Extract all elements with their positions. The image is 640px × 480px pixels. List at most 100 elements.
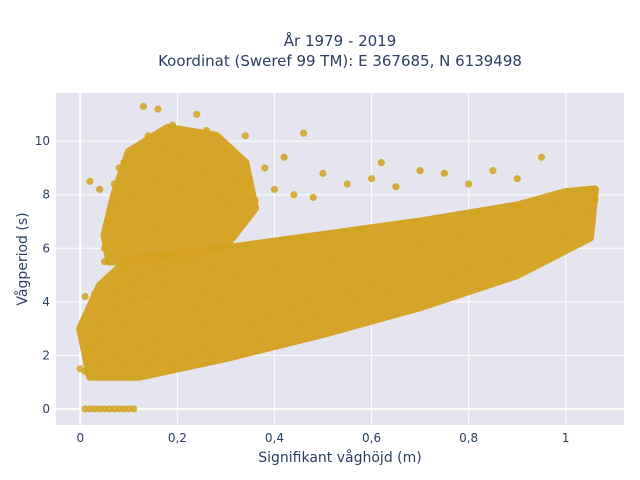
data-point: [299, 129, 308, 137]
data-point: [416, 239, 424, 247]
data-point: [207, 212, 215, 220]
data-point: [358, 225, 366, 234]
data-point: [377, 244, 385, 252]
y-tick-label: 10: [35, 134, 50, 148]
data-point: [285, 303, 293, 311]
data-point: [96, 362, 104, 370]
data-point: [120, 362, 128, 370]
data-point: [275, 325, 283, 333]
data-points: [76, 102, 599, 413]
data-point: [198, 169, 206, 177]
data-point: [207, 266, 215, 274]
data-point: [100, 258, 109, 266]
data-point: [139, 102, 147, 110]
data-point: [91, 325, 99, 333]
data-point: [154, 354, 162, 362]
data-point: [503, 255, 512, 263]
data-point: [100, 357, 109, 365]
data-point: [149, 335, 157, 343]
data-point: [173, 185, 181, 193]
data-point: [120, 319, 128, 327]
data-point: [251, 282, 259, 290]
data-point: [314, 314, 322, 322]
data-point: [270, 185, 279, 193]
data-point: [144, 292, 152, 301]
data-point: [154, 308, 162, 317]
data-point: [309, 260, 317, 268]
data-point: [324, 292, 332, 301]
data-point: [232, 175, 240, 183]
data-point: [193, 252, 201, 260]
data-point: [115, 287, 123, 295]
data-point: [164, 343, 172, 351]
data-point: [193, 196, 201, 204]
x-tick-label: 0,8: [459, 431, 478, 445]
data-point: [426, 276, 434, 285]
y-axis-title: Vågperiod (s): [14, 212, 31, 305]
data-point: [513, 175, 521, 183]
data-point: [513, 204, 521, 212]
data-point: [465, 266, 473, 274]
data-point: [96, 316, 104, 325]
data-point: [100, 244, 109, 252]
data-point: [246, 319, 254, 327]
x-tick-label: 0: [76, 431, 84, 445]
chart-title-line2: Koordinat (Sweref 99 TM): E 367685, N 61…: [158, 52, 522, 70]
data-point: [256, 335, 264, 343]
data-point: [474, 209, 482, 218]
data-point: [489, 167, 497, 175]
data-point: [110, 303, 118, 311]
x-tick-label: 1: [562, 431, 570, 445]
x-axis-ticks: 0 0,2 0,4 0,6 0,8 1: [76, 431, 569, 445]
data-point: [183, 354, 191, 362]
data-point: [319, 231, 327, 239]
data-point: [586, 185, 594, 193]
data-point: [86, 346, 94, 354]
data-point: [173, 330, 181, 338]
data-point: [202, 126, 211, 135]
data-point: [367, 282, 376, 290]
data-point: [309, 193, 317, 202]
data-point: [494, 228, 502, 236]
data-point: [571, 196, 580, 204]
data-point: [392, 183, 400, 191]
data-point: [100, 335, 109, 343]
data-point: [232, 271, 240, 279]
data-point: [290, 276, 298, 285]
data-point: [91, 338, 99, 346]
data-point: [227, 308, 235, 317]
data-point: [105, 308, 114, 317]
data-point: [397, 220, 405, 228]
data-point: [193, 110, 201, 119]
data-point: [251, 196, 259, 204]
data-point: [562, 233, 570, 242]
data-point: [115, 201, 123, 210]
data-point: [222, 244, 230, 252]
data-point: [134, 276, 143, 285]
data-point: [188, 335, 196, 343]
data-point: [115, 341, 123, 349]
data-point: [115, 164, 123, 172]
data-point: [154, 105, 162, 113]
data-point: [86, 177, 94, 185]
data-point: [227, 201, 235, 210]
data-point: [212, 325, 220, 333]
data-point: [139, 314, 147, 322]
data-point: [105, 292, 114, 301]
data-point: [435, 215, 444, 223]
data-point: [319, 169, 327, 177]
data-point: [178, 153, 186, 161]
data-point: [154, 223, 162, 231]
data-point: [222, 341, 230, 349]
data-point: [164, 207, 172, 215]
data-point: [523, 250, 531, 258]
data-point: [183, 220, 191, 228]
data-point: [134, 346, 143, 354]
data-point: [139, 271, 147, 279]
data-point: [537, 153, 546, 161]
x-tick-label: 0,2: [168, 431, 187, 445]
data-point: [338, 228, 347, 236]
data-point: [343, 287, 351, 295]
data-point: [86, 357, 94, 365]
